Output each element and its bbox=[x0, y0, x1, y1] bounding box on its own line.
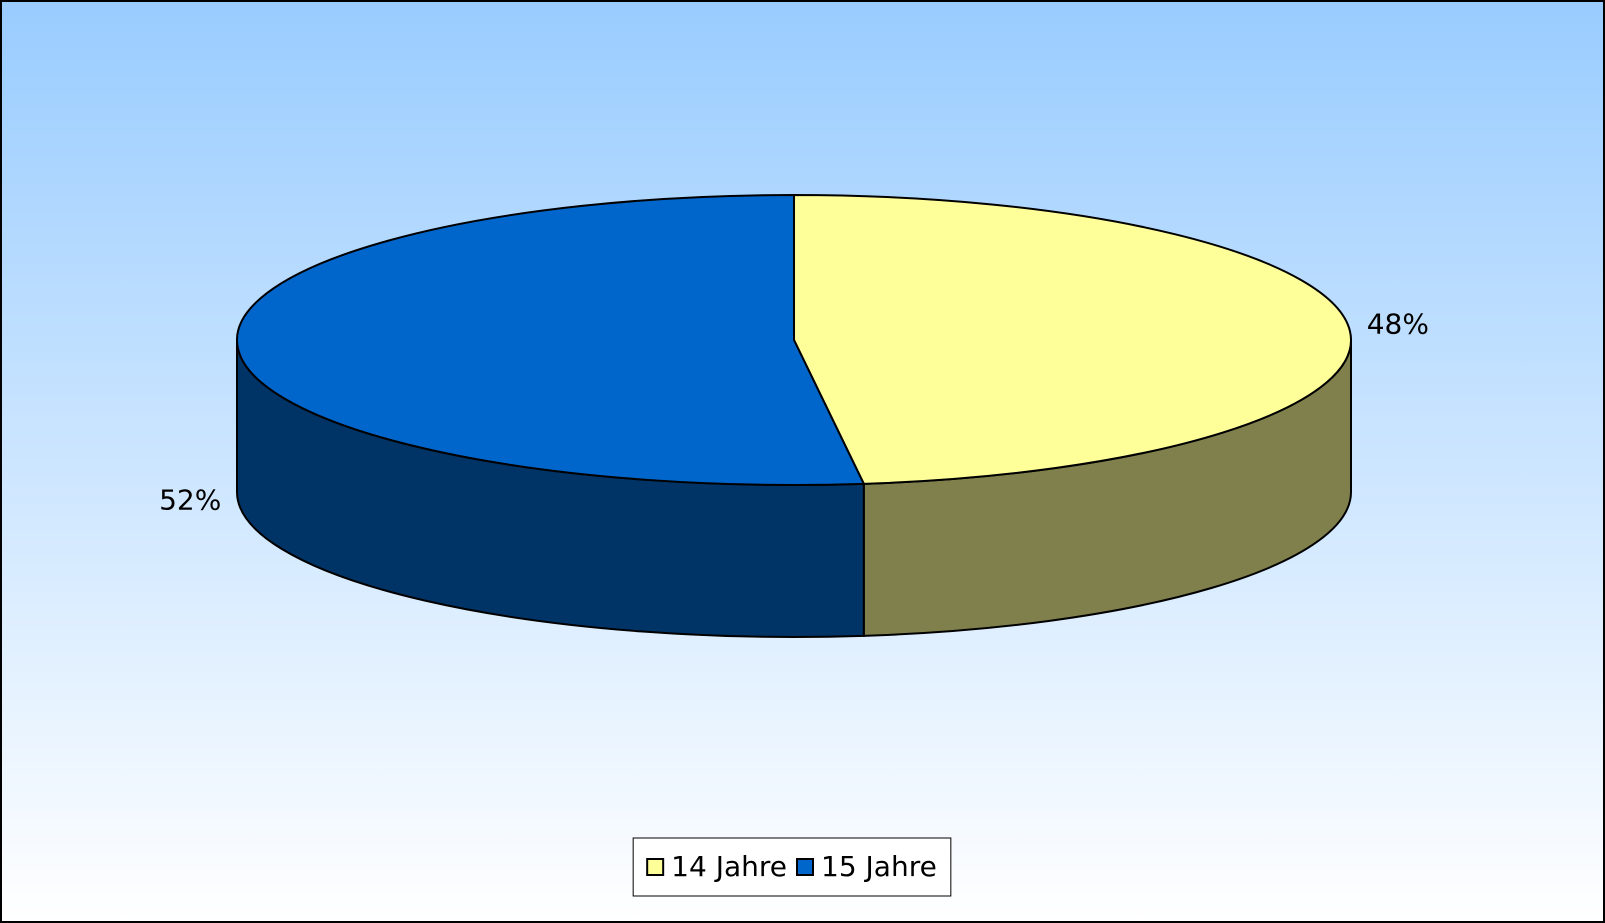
legend-swatch bbox=[646, 858, 665, 876]
legend-box bbox=[632, 837, 952, 897]
data-label: 52% bbox=[159, 484, 221, 517]
legend-label: 14 Jahre bbox=[671, 850, 787, 883]
legend-label: 15 Jahre bbox=[821, 850, 937, 883]
legend-swatch bbox=[796, 858, 814, 876]
pie: 48% 52% bbox=[159, 193, 1429, 638]
pie-slice bbox=[793, 193, 1352, 485]
legend: 14 Jahre 15 Jahre bbox=[632, 837, 952, 897]
data-label: 48% bbox=[1367, 307, 1429, 340]
pie-slice bbox=[236, 193, 866, 486]
